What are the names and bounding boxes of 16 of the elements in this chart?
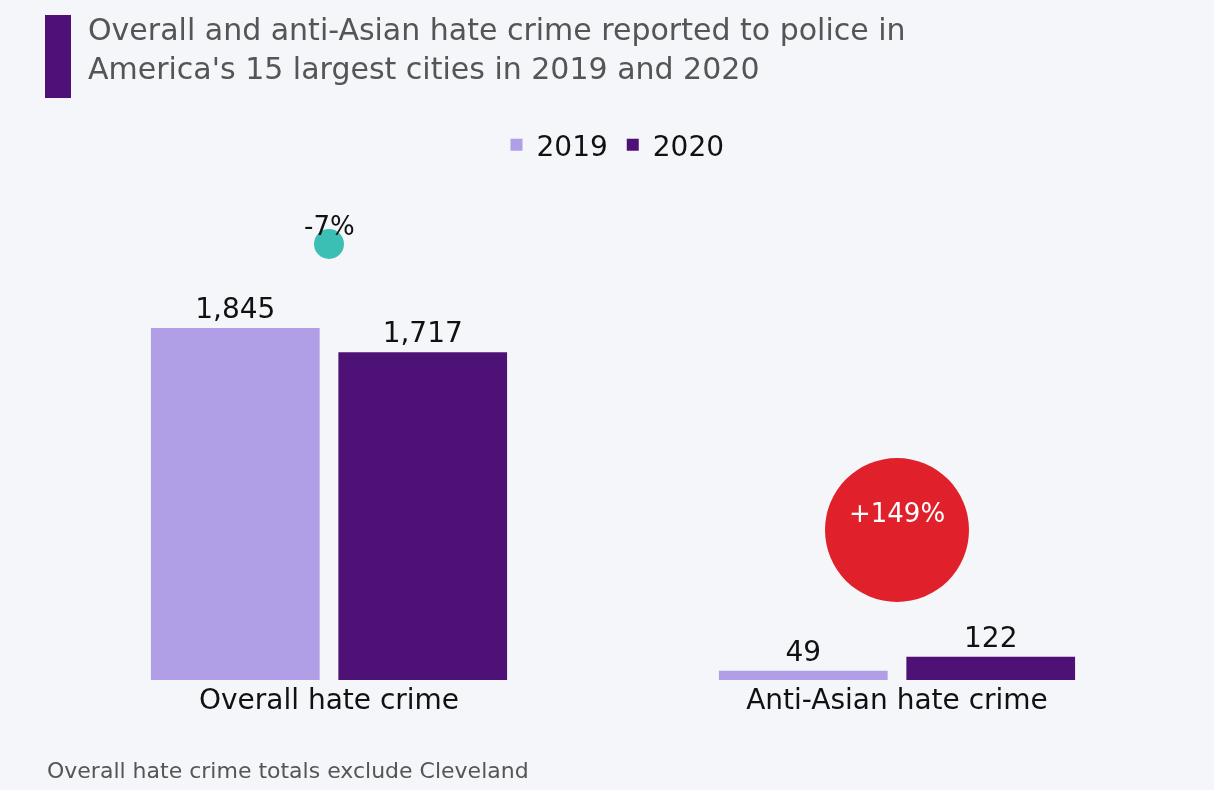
- legend-label: 2020: [652, 129, 725, 163]
- data-label: 49: [785, 634, 822, 668]
- x-tick-label: Overall hate crime: [198, 683, 460, 716]
- data-label: 1,845: [195, 291, 276, 325]
- bar: [338, 352, 508, 680]
- bar: [906, 656, 1076, 680]
- text: -7%: [304, 211, 355, 241]
- bar: [718, 670, 888, 680]
- data-label: 1,717: [382, 316, 463, 350]
- x-tick-label: Anti-Asian hate crime: [746, 683, 1048, 716]
- bar: [150, 327, 320, 680]
- text: Overall hate crime totals exclude Cleveland: [47, 758, 529, 783]
- annotation: +149%: [849, 498, 946, 528]
- legend-label: 2019: [536, 129, 608, 163]
- chart-title: Overall and anti-Asian hate crime reported to police in America's 15 largest cities in 2019 and 2020: [88, 11, 906, 86]
- data-label: 122: [963, 620, 1018, 654]
